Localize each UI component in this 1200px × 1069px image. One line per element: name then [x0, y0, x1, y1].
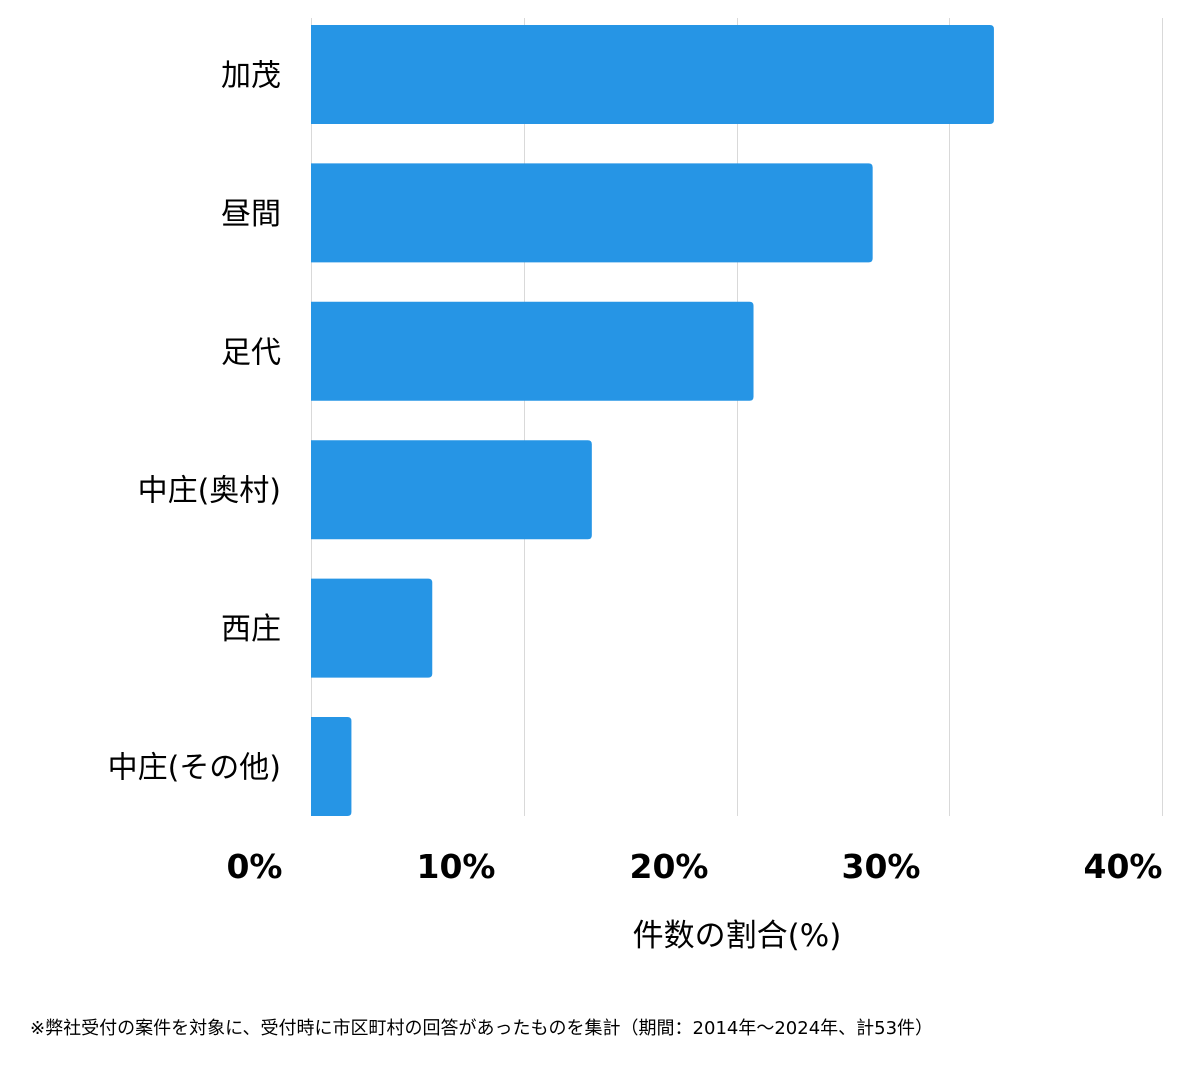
bar [311, 440, 592, 540]
x-tick-label: 20% [630, 847, 709, 886]
category-label: 足代 [221, 335, 281, 370]
bars [311, 25, 994, 816]
bar [311, 163, 873, 263]
x-tick-labels: 0% 10% 20% 30% 40% [226, 847, 1162, 886]
x-tick-label: 30% [842, 847, 921, 886]
category-label: 西庄 [221, 612, 281, 647]
x-tick-label: 10% [417, 847, 496, 886]
footnote: ※弊社受付の案件を対象に、受付時に市区町村の回答があったものを集計（期間：201… [30, 1018, 934, 1039]
x-tick-label: 0% [226, 847, 282, 886]
category-label: 中庄(その他) [108, 751, 281, 786]
x-axis-title: 件数の割合(%) [633, 918, 842, 954]
gridlines [311, 18, 1163, 816]
category-label: 加茂 [221, 59, 281, 94]
category-label: 中庄(奥村) [138, 474, 281, 509]
category-label: 昼間 [221, 197, 281, 232]
bar [311, 717, 352, 816]
bar [311, 578, 433, 678]
bar [311, 25, 994, 124]
x-tick-label: 40% [1084, 847, 1163, 886]
bar [311, 301, 754, 401]
